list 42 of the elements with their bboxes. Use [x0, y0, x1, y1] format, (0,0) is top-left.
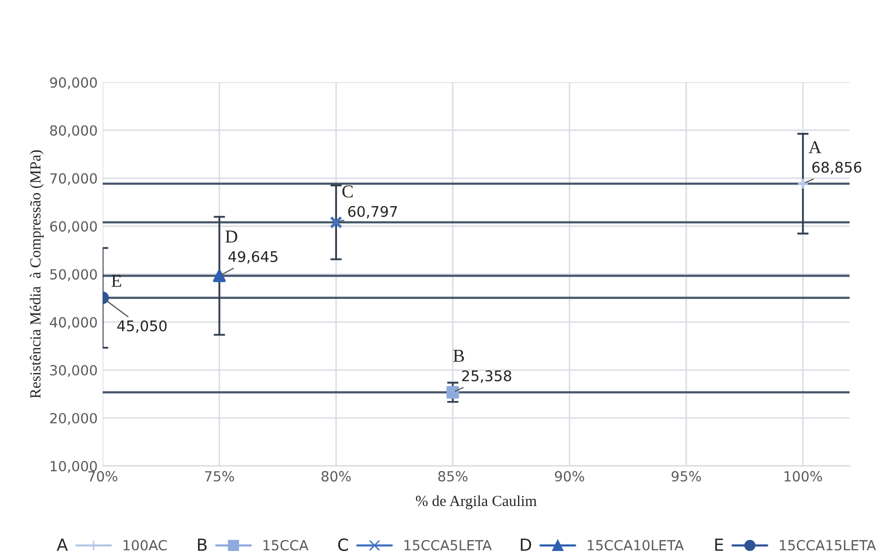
annotation: D [225, 230, 238, 243]
y-tick-label: 70,000 [50, 173, 97, 186]
text: B [198, 538, 207, 551]
legend-label: 15CCA5LETA [404, 540, 492, 550]
annotation: C [342, 185, 353, 198]
text: A [56, 538, 68, 551]
annotation: B [453, 350, 464, 362]
legend-label: 15CCA15LETA [780, 540, 876, 550]
legend-label: 15CCA [263, 540, 308, 550]
point [796, 177, 810, 190]
text: D [520, 538, 532, 551]
data-label: 60,797 [348, 206, 397, 218]
annotation: E [112, 274, 122, 287]
y-tick-label: 90,000 [50, 77, 97, 90]
text: C [338, 538, 348, 552]
point [330, 216, 342, 229]
y-tick-label: 40,000 [50, 317, 97, 329]
y-tick-label: 10,000 [50, 460, 97, 473]
y-tick-label: 30,000 [50, 364, 97, 377]
x-tick-label: 90% [554, 471, 584, 482]
x-tick-label: 85% [438, 471, 468, 482]
y-tick-label: 50,000 [50, 269, 97, 281]
y-tick-label: 80,000 [50, 125, 97, 138]
y-axis-title: Resistência Média à Compressão (MPa) [30, 150, 44, 398]
x-tick-label: 75% [205, 471, 234, 482]
y-tick-label: 20,000 [50, 412, 97, 425]
x-tick-label: 95% [672, 471, 701, 482]
point [446, 386, 460, 399]
data-label: 68,856 [812, 162, 862, 174]
text: E [715, 538, 724, 551]
legend-label: 15CCA10LETA [588, 540, 684, 550]
y-tick-label: 60,000 [50, 221, 97, 234]
x-tick-label: 100% [784, 471, 822, 482]
data-label: 49,645 [228, 251, 278, 264]
legend-label: 100AC [124, 540, 167, 550]
x-axis-title: % de Argila Caulim [416, 495, 537, 510]
annotation: A [808, 141, 822, 154]
x-tick-label: 70% [88, 471, 118, 482]
x-tick-label: 80% [322, 471, 351, 482]
data-label: 25,358 [462, 370, 512, 383]
point [213, 270, 226, 282]
data-label: 45,050 [117, 320, 167, 333]
